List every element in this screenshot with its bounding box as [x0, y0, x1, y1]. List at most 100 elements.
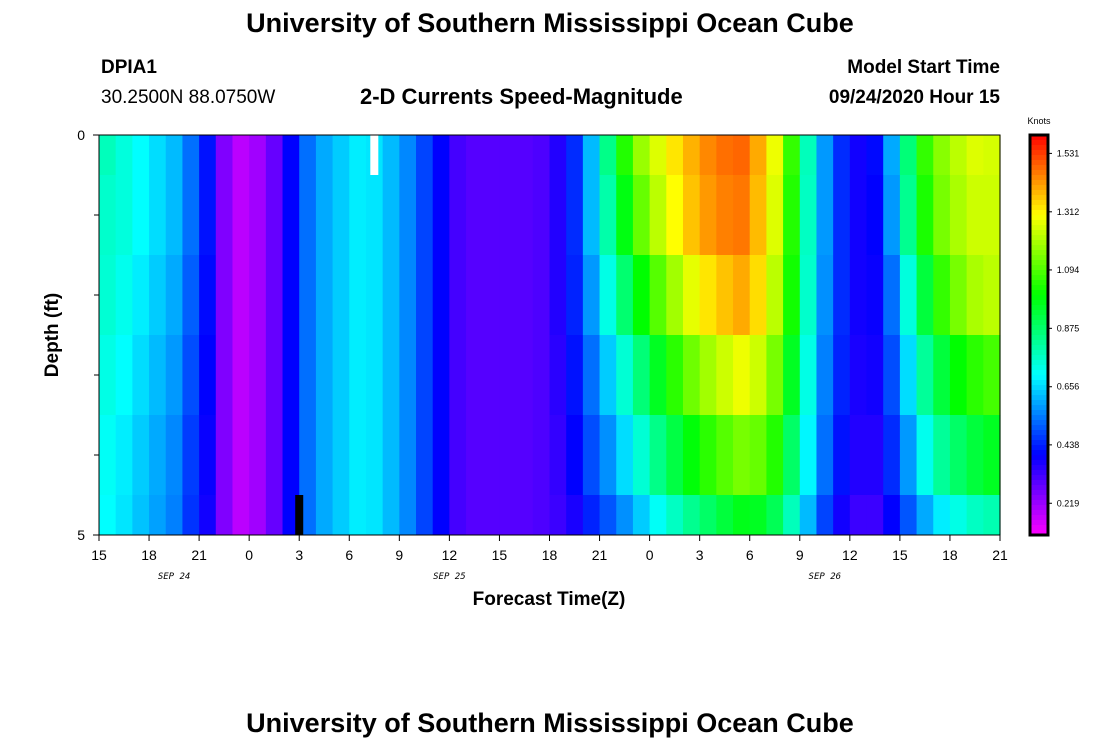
heatmap-cell: [699, 135, 717, 176]
heatmap-cell: [382, 135, 400, 176]
heatmap-cell: [165, 415, 184, 496]
heatmap-cell: [766, 255, 784, 336]
colorbar-segment: [1030, 195, 1048, 201]
heatmap-cell: [632, 255, 651, 336]
heatmap-cell: [99, 175, 117, 256]
heatmap-cell: [966, 415, 984, 496]
colorbar-tick-label: 1.094: [1057, 265, 1080, 275]
heatmap-cell: [699, 255, 717, 336]
heatmap-cell: [816, 135, 834, 176]
heatmap-cell: [949, 495, 968, 536]
heatmap-cell: [783, 415, 801, 496]
heatmap-cell: [232, 335, 250, 416]
heatmap-cell: [149, 255, 167, 336]
heatmap-cell: [349, 175, 367, 256]
colorbar-segment: [1030, 320, 1048, 326]
heatmap-cell: [165, 495, 184, 536]
heatmap-cell: [315, 135, 334, 176]
heatmap-cell: [582, 495, 601, 536]
heatmap-cell: [132, 415, 150, 496]
colorbar-tick-label: 0.875: [1057, 323, 1080, 333]
heatmap-cell: [833, 135, 851, 176]
heatmap-cell: [799, 335, 818, 416]
heatmap-cell: [516, 495, 534, 536]
colorbar-segment: [1030, 225, 1048, 231]
heatmap-cell: [599, 175, 617, 256]
colorbar-tick-label: 0.219: [1057, 498, 1080, 508]
heatmap-cell: [265, 495, 284, 536]
heatmap-cell: [365, 495, 384, 536]
heatmap-cell: [933, 495, 951, 536]
heatmap-cell: [833, 255, 851, 336]
heatmap-cell: [816, 175, 834, 256]
heatmap-cell: [649, 335, 667, 416]
heatmap-cell: [833, 335, 851, 416]
heatmap-cell: [482, 415, 501, 496]
colorbar-segment: [1030, 410, 1048, 416]
heatmap-cell: [149, 335, 167, 416]
heatmap-cell: [532, 495, 551, 536]
heatmap-cell: [766, 495, 784, 536]
heatmap-cell: [632, 335, 651, 416]
heatmap-cell: [215, 335, 234, 416]
heatmap-cell: [899, 415, 918, 496]
colorbar-segment: [1030, 175, 1048, 181]
heatmap-cell: [666, 415, 684, 496]
heatmap-cell: [733, 255, 751, 336]
heatmap-cell: [616, 415, 634, 496]
heatmap-cell: [966, 335, 984, 416]
colorbar-segment: [1030, 465, 1048, 471]
heatmap-cell: [799, 495, 818, 536]
heatmap-cell: [866, 495, 884, 536]
heatmap-cell: [749, 175, 768, 256]
heatmap-cell: [949, 255, 968, 336]
colorbar-segment: [1030, 330, 1048, 336]
heatmap-cell: [616, 175, 634, 256]
heatmap-cell: [666, 255, 684, 336]
station-coords: 30.2500N 88.0750W: [101, 87, 276, 108]
heatmap-cell: [949, 335, 968, 416]
heatmap-cell: [733, 415, 751, 496]
model-start-value: 09/24/2020 Hour 15: [828, 87, 1000, 108]
heatmap-cell: [399, 175, 417, 256]
heatmap-cell: [132, 495, 150, 536]
x-tick-label: 15: [492, 547, 508, 563]
colorbar-segment: [1030, 460, 1048, 466]
heatmap-cell: [966, 175, 984, 256]
heatmap-cell: [499, 415, 517, 496]
heatmap-cell: [766, 415, 784, 496]
heatmap-cell: [582, 135, 601, 176]
heatmap-cell: [933, 135, 951, 176]
heatmap-cell: [516, 135, 534, 176]
heatmap-cell: [916, 175, 934, 256]
heatmap-cell: [215, 255, 234, 336]
heatmap-cell: [933, 175, 951, 256]
heatmap-cell: [783, 135, 801, 176]
heatmap-cell: [816, 335, 834, 416]
heatmap-cell: [883, 255, 901, 336]
heatmap-cell: [215, 175, 234, 256]
heatmap-cell: [582, 335, 601, 416]
colorbar-segment: [1030, 220, 1048, 226]
heatmap-cell: [165, 255, 184, 336]
heatmap-cell: [783, 255, 801, 336]
heatmap-cell: [866, 135, 884, 176]
heatmap-cell: [916, 335, 934, 416]
heatmap-cell: [666, 495, 684, 536]
heatmap-cell: [182, 335, 200, 416]
heatmap-cell: [332, 415, 350, 496]
x-tick-label: 18: [141, 547, 157, 563]
heatmap-cell: [416, 335, 434, 416]
colorbar-tick-label: 1.531: [1057, 148, 1080, 158]
colorbar-segment: [1030, 230, 1048, 236]
heatmap-cell: [833, 175, 851, 256]
colorbar-segment: [1030, 355, 1048, 361]
heatmap-cell: [616, 495, 634, 536]
heatmap-cell: [399, 255, 417, 336]
heatmap-cell: [716, 175, 734, 256]
heatmap-cell: [299, 495, 317, 536]
colorbar-segment: [1030, 450, 1048, 456]
colorbar-segment: [1030, 335, 1048, 341]
heatmap-cell: [983, 255, 1001, 336]
heatmap-cell: [849, 415, 868, 496]
